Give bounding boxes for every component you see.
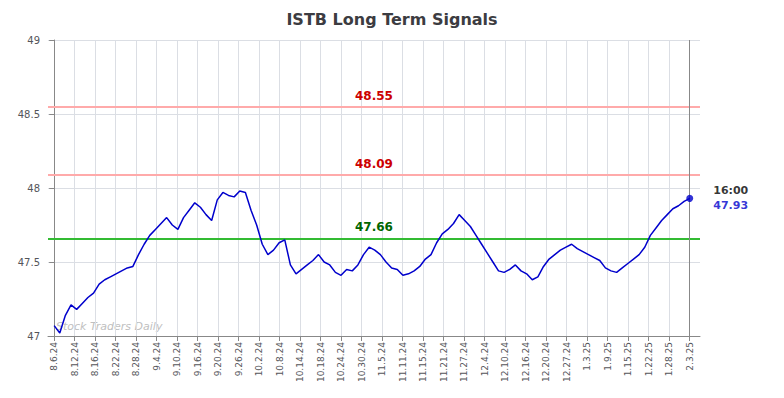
svg-text:8.16.24: 8.16.24 (90, 342, 100, 377)
svg-text:16:00: 16:00 (713, 184, 748, 197)
svg-text:48.55: 48.55 (355, 89, 393, 103)
svg-text:8.6.24: 8.6.24 (49, 342, 59, 371)
svg-text:12.10.24: 12.10.24 (500, 342, 510, 382)
svg-text:10.24.24: 10.24.24 (336, 342, 346, 382)
svg-text:8.22.24: 8.22.24 (111, 342, 121, 377)
svg-text:47.5: 47.5 (18, 257, 40, 268)
svg-text:9.26.24: 9.26.24 (234, 342, 244, 377)
svg-text:48.09: 48.09 (355, 157, 393, 171)
svg-text:10.2.24: 10.2.24 (254, 342, 264, 377)
svg-text:11.5.24: 11.5.24 (377, 342, 387, 377)
svg-text:1.9.25: 1.9.25 (603, 342, 613, 371)
svg-text:10.14.24: 10.14.24 (295, 342, 305, 382)
svg-text:10.8.24: 10.8.24 (275, 342, 285, 377)
svg-text:48: 48 (27, 183, 40, 194)
svg-text:1.15.25: 1.15.25 (623, 342, 633, 376)
svg-text:49: 49 (27, 35, 40, 46)
svg-text:47.93: 47.93 (713, 199, 748, 212)
svg-text:11.27.24: 11.27.24 (459, 342, 469, 382)
svg-text:47: 47 (27, 331, 40, 342)
svg-text:47.66: 47.66 (355, 220, 393, 234)
svg-text:12.4.24: 12.4.24 (480, 342, 490, 377)
svg-text:8.12.24: 8.12.24 (70, 342, 80, 377)
svg-text:Stock Traders Daily: Stock Traders Daily (56, 320, 163, 333)
svg-text:11.11.24: 11.11.24 (398, 342, 408, 382)
svg-text:12.16.24: 12.16.24 (521, 342, 531, 382)
svg-text:10.18.24: 10.18.24 (316, 342, 326, 382)
svg-text:9.10.24: 9.10.24 (172, 342, 182, 377)
svg-text:1.28.25: 1.28.25 (664, 342, 674, 376)
svg-text:ISTB Long Term Signals: ISTB Long Term Signals (286, 10, 497, 29)
svg-text:10.30.24: 10.30.24 (357, 342, 367, 382)
svg-text:9.4.24: 9.4.24 (152, 342, 162, 371)
svg-text:1.22.25: 1.22.25 (644, 342, 654, 376)
svg-text:9.16.24: 9.16.24 (193, 342, 203, 377)
svg-text:11.21.24: 11.21.24 (439, 342, 449, 382)
svg-text:1.3.25: 1.3.25 (582, 342, 592, 371)
svg-text:12.27.24: 12.27.24 (562, 342, 572, 382)
svg-text:11.15.24: 11.15.24 (418, 342, 428, 382)
svg-text:12.20.24: 12.20.24 (541, 342, 551, 382)
svg-text:48.5: 48.5 (18, 109, 40, 120)
svg-text:2.3.25: 2.3.25 (685, 342, 695, 371)
svg-text:8.28.24: 8.28.24 (131, 342, 141, 377)
svg-text:9.20.24: 9.20.24 (213, 342, 223, 377)
